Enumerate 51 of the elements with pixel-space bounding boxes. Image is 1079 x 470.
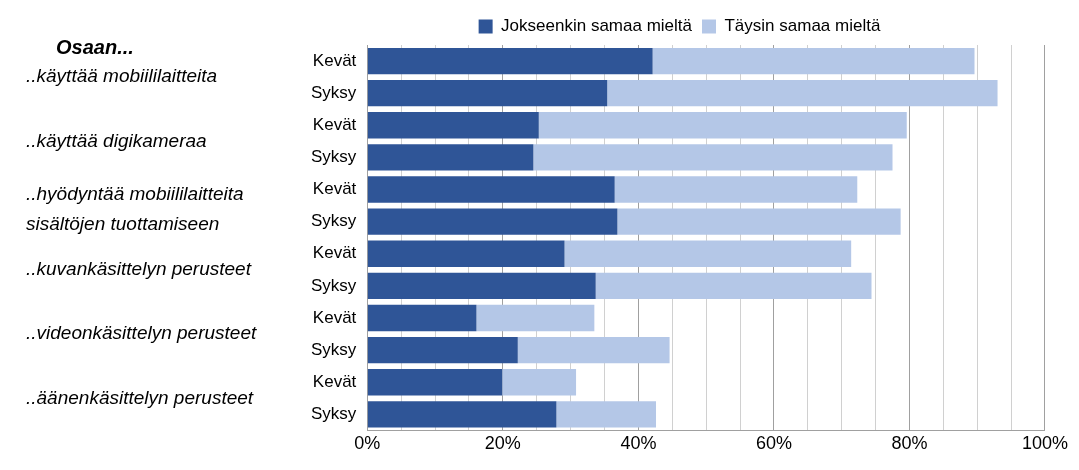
text: ..äänenkäsittelyn perusteet	[26, 386, 254, 408]
bar	[367, 144, 534, 171]
bar	[367, 304, 477, 332]
text: ..käyttää digikameraa	[26, 129, 207, 151]
bar	[617, 208, 901, 235]
y-tick-label: Kevät	[312, 371, 357, 391]
x-tick-label: 40%	[620, 433, 657, 454]
x-tick-label: 80%	[891, 433, 928, 454]
bar	[367, 401, 557, 428]
y-tick-label: Kevät	[312, 50, 357, 70]
x-tick-label: 60%	[755, 433, 792, 454]
bar	[517, 336, 670, 364]
bar	[367, 272, 596, 300]
bar	[502, 369, 577, 396]
bar	[367, 208, 618, 235]
bar	[367, 80, 608, 107]
bar	[367, 112, 539, 139]
bar	[476, 304, 595, 332]
y-tick-label: Syksy	[311, 147, 357, 167]
text: Osaan...	[56, 35, 134, 58]
text: ..kuvankäsittelyn perusteet	[26, 258, 252, 280]
x-tick-label: 20%	[484, 433, 521, 454]
text: ..videonkäsittelyn perusteet	[26, 322, 257, 344]
bar	[556, 401, 657, 428]
x-tick-label: 100%	[1021, 433, 1068, 454]
bar	[595, 272, 872, 300]
y-tick-label: Kevät	[312, 243, 357, 263]
y-tick-label: Kevät	[312, 114, 357, 134]
y-tick-label: Syksy	[311, 82, 357, 102]
legend-label: Täysin samaa mieltä	[724, 16, 881, 36]
bar	[564, 240, 852, 267]
y-tick-label: Kevät	[312, 307, 357, 327]
bar	[367, 176, 615, 203]
y-tick-label: Syksy	[311, 404, 357, 424]
bar	[367, 369, 503, 396]
x-tick-label: 0%	[354, 433, 381, 454]
bar	[367, 47, 653, 75]
y-tick-label: Syksy	[311, 275, 357, 295]
y-tick-label: Kevät	[312, 179, 357, 199]
text: ..hyödyntää mobiililaitteita sisältöjen tuottamiseen	[26, 182, 244, 234]
bar	[538, 112, 907, 139]
bar	[367, 336, 518, 364]
bar	[652, 47, 975, 75]
bar	[607, 80, 998, 107]
bar	[533, 144, 893, 171]
bar	[614, 176, 858, 203]
text: ..käyttää mobiililaitteita	[26, 65, 218, 87]
y-tick-label: Syksy	[311, 211, 357, 231]
legend-label: Jokseenkin samaa mieltä	[501, 16, 693, 36]
y-tick-label: Syksy	[311, 339, 357, 359]
bar	[367, 240, 565, 267]
